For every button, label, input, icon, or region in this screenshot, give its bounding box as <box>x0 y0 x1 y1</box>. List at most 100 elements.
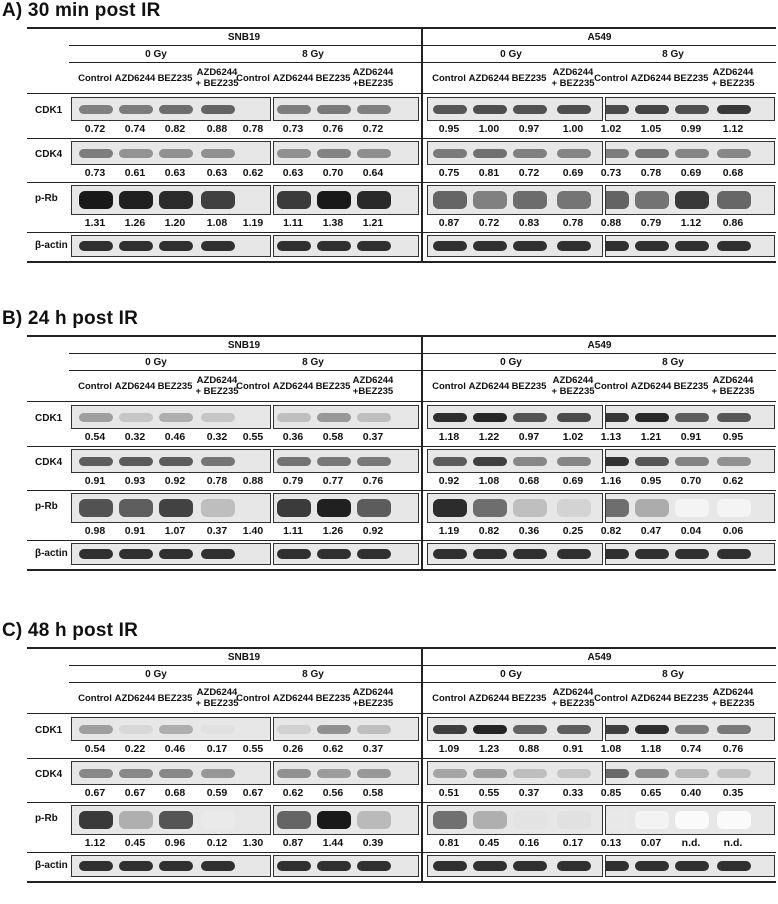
blot-strip <box>605 97 775 121</box>
quantification-value: 0.06 <box>722 525 744 537</box>
protein-band <box>513 549 547 559</box>
quantification-value: 0.22 <box>124 743 146 755</box>
protein-band <box>317 811 351 829</box>
lane-label: Control <box>78 73 112 84</box>
protein-band <box>557 104 591 114</box>
protein-band <box>357 811 391 829</box>
lane-label: Control <box>78 381 112 392</box>
protein-band <box>277 499 311 517</box>
protein-band <box>606 412 629 422</box>
cell-line-underline <box>423 353 776 354</box>
protein-band <box>557 499 591 517</box>
protein-band <box>635 412 669 422</box>
protein-band <box>79 241 113 251</box>
lane-label: AZD6244 <box>114 381 156 392</box>
protein-band <box>119 148 153 158</box>
protein-band <box>357 241 391 251</box>
lane-label: AZD6244 + BEZ235 <box>195 67 239 89</box>
protein-band <box>635 456 669 466</box>
quantification-value: 0.70 <box>680 475 702 487</box>
protein-label: CDK4 <box>35 769 63 780</box>
protein-band <box>606 724 629 734</box>
protein-band <box>675 768 709 778</box>
lane-label: Control <box>432 381 466 392</box>
panel-title: B) 24 h post IR <box>2 308 139 329</box>
protein-band <box>473 104 507 114</box>
dose-underline <box>69 62 421 63</box>
protein-band <box>159 811 193 829</box>
protein-band <box>473 148 507 158</box>
dose-label: 0 Gy <box>145 49 167 60</box>
header-separator <box>27 713 776 714</box>
lane-label: AZD6244 + BEZ235 <box>711 67 755 89</box>
quantification-value: 0.69 <box>562 475 584 487</box>
protein-band <box>513 724 547 734</box>
protein-band <box>717 861 751 871</box>
quantification-value: 0.81 <box>478 167 500 179</box>
protein-band <box>159 724 193 734</box>
protein-band <box>119 412 153 422</box>
lane-label: AZD6244 <box>272 693 314 704</box>
protein-band <box>79 861 113 871</box>
dose-underline <box>423 62 776 63</box>
quantification-value: 1.18 <box>640 743 662 755</box>
quantification-value: 0.67 <box>242 787 264 799</box>
protein-band <box>635 499 669 517</box>
quantification-value: 0.65 <box>640 787 662 799</box>
blot-strip <box>427 855 603 877</box>
quantification-value: 0.16 <box>518 837 540 849</box>
quantification-value: 0.37 <box>362 743 384 755</box>
quantification-value: 0.75 <box>438 167 460 179</box>
protein-band <box>159 148 193 158</box>
quantification-value: 1.26 <box>322 525 344 537</box>
protein-band <box>473 724 507 734</box>
quantification-value: 0.99 <box>680 123 702 135</box>
dose-underline <box>423 682 776 683</box>
protein-band <box>277 191 311 209</box>
blot-strip <box>427 141 603 165</box>
quantification-value: 0.79 <box>282 475 304 487</box>
protein-band <box>606 148 629 158</box>
lane-label: Control <box>236 693 270 704</box>
protein-band <box>317 104 351 114</box>
protein-band <box>79 148 113 158</box>
protein-band <box>717 724 751 734</box>
quantification-value: 0.04 <box>680 525 702 537</box>
blot-strip <box>427 405 603 429</box>
quantification-value: 1.07 <box>164 525 186 537</box>
quantification-value: 1.05 <box>640 123 662 135</box>
protein-band <box>159 412 193 422</box>
cell-line-label: SNB19 <box>227 340 261 351</box>
lane-label: AZD6244 + BEZ235 <box>551 67 595 89</box>
row-separator <box>27 232 776 233</box>
protein-band <box>717 768 751 778</box>
quantification-value: 0.26 <box>282 743 304 755</box>
protein-label: CDK4 <box>35 457 63 468</box>
quantification-value: 0.58 <box>322 431 344 443</box>
protein-band <box>717 148 751 158</box>
lane-label: BEZ235 <box>511 381 547 392</box>
blot-strip <box>605 405 775 429</box>
lane-label: BEZ235 <box>673 73 709 84</box>
quantification-value: 0.37 <box>362 431 384 443</box>
blot-strip <box>427 761 603 785</box>
blot-strip <box>71 141 271 165</box>
lane-label: BEZ235 <box>157 381 193 392</box>
protein-band <box>635 241 669 251</box>
lane-label: AZD6244 <box>272 381 314 392</box>
protein-band <box>317 412 351 422</box>
protein-band <box>357 148 391 158</box>
quantification-value: 1.38 <box>322 217 344 229</box>
protein-band <box>159 456 193 466</box>
protein-band <box>557 456 591 466</box>
protein-band <box>159 241 193 251</box>
lane-label: AZD6244 +BEZ235 <box>352 687 394 709</box>
protein-band <box>675 456 709 466</box>
blot-strip <box>71 493 271 523</box>
protein-band <box>159 499 193 517</box>
quantification-value: 1.22 <box>478 431 500 443</box>
row-separator <box>27 446 776 447</box>
quantification-value: 0.76 <box>722 743 744 755</box>
protein-band <box>357 456 391 466</box>
protein-band <box>201 104 235 114</box>
